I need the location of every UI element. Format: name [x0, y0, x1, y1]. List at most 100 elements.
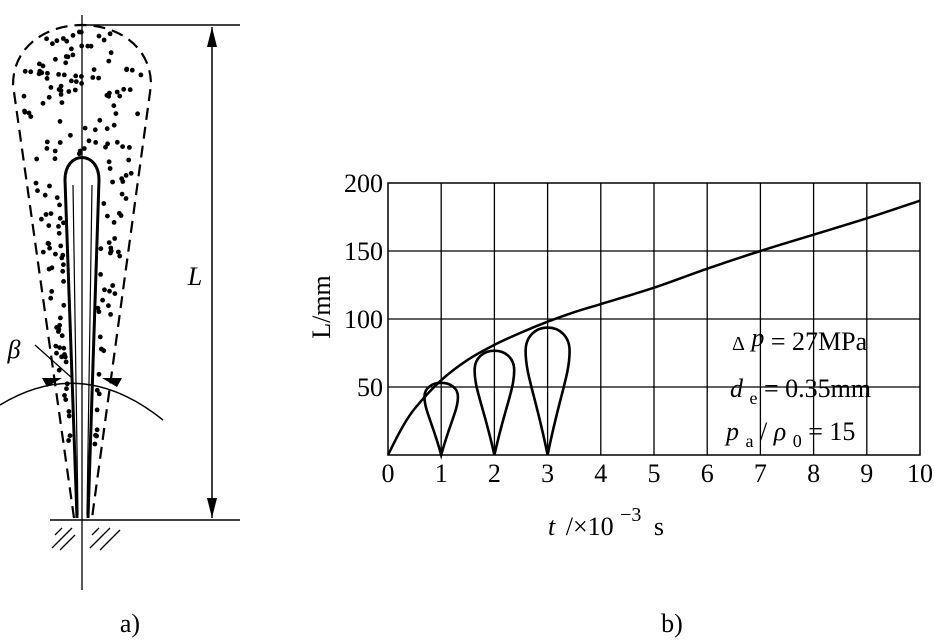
droplet-dot — [60, 252, 66, 258]
x-tick-label: 3 — [541, 459, 554, 488]
droplet-dot — [77, 29, 82, 35]
droplet-dot — [95, 305, 101, 311]
nozzle-hatch — [51, 527, 121, 551]
x-axis-var: t — [548, 512, 556, 541]
droplet-dot — [63, 60, 69, 66]
droplet-dot — [67, 433, 73, 439]
droplet-dot — [48, 295, 54, 301]
droplet-dot — [57, 202, 62, 208]
droplet-dot — [116, 249, 121, 255]
droplet-dot — [59, 100, 65, 105]
droplet-dot — [53, 56, 58, 62]
droplet-dot — [120, 144, 125, 150]
droplet-dot — [40, 63, 46, 69]
droplet-dot — [62, 354, 68, 360]
droplet-dot — [92, 441, 98, 447]
droplet-dot — [37, 61, 42, 67]
y-axis-label: L/mm — [307, 275, 336, 339]
droplet-dot — [40, 249, 46, 255]
droplet-dot — [77, 148, 83, 154]
droplet-dot — [44, 76, 50, 81]
droplet-dot — [53, 251, 58, 257]
x-tick-label: 1 — [435, 459, 448, 488]
droplet-dot — [26, 110, 32, 116]
droplet-dot — [86, 138, 92, 144]
x-axis-label: t /×10 −3 s — [548, 498, 664, 541]
droplet-dot — [135, 111, 141, 117]
droplet-dot — [70, 52, 76, 58]
droplet-dot — [108, 250, 113, 256]
droplet-dot — [85, 43, 91, 49]
droplet-dot — [61, 72, 67, 78]
y-tick-label: 50 — [357, 373, 383, 402]
annotation-rho-sub: 0 — [793, 431, 802, 451]
spray-shape — [423, 381, 460, 460]
droplet-dot — [110, 179, 115, 185]
droplet-dot — [54, 350, 59, 356]
droplet-dot — [66, 89, 72, 94]
droplet-dot — [98, 246, 104, 252]
y-tick-label: 150 — [344, 237, 383, 266]
x-tick-label: 9 — [860, 459, 873, 488]
droplet-dot — [107, 31, 113, 37]
droplet-dot — [123, 196, 129, 201]
droplet-dot — [58, 315, 63, 321]
droplet-dot — [44, 146, 50, 151]
droplet-dot — [111, 220, 117, 225]
droplet-dot — [42, 192, 48, 198]
droplet-dot — [119, 191, 125, 197]
caption-a: a) — [120, 609, 140, 638]
droplet-dot — [96, 75, 101, 81]
annotation-diameter-value: = 0.35mm — [764, 374, 871, 403]
spray-shape-marks — [423, 326, 571, 460]
annotation-d: d — [730, 374, 744, 403]
droplet-dot — [66, 438, 71, 443]
core-thin-line-right — [86, 184, 93, 516]
droplet-dot — [106, 58, 112, 64]
droplet-dot — [45, 70, 50, 76]
droplet-dot — [37, 68, 43, 74]
droplet-dot — [56, 224, 61, 229]
spray-shape — [524, 326, 571, 456]
cone-arrow-left — [42, 378, 62, 387]
annotation-pa: p — [724, 417, 739, 446]
droplet-dot — [61, 302, 67, 308]
y-tick-labels: 50 100 150 200 — [344, 169, 383, 402]
x-tick-label: 7 — [754, 459, 767, 488]
droplet-dot — [62, 393, 67, 398]
droplet-dot — [114, 89, 120, 95]
droplet-dot — [44, 36, 49, 42]
droplet-dot — [47, 245, 52, 251]
droplet-dot — [106, 240, 112, 246]
chart-b: 0 1 2 3 4 5 6 7 8 9 10 50 100 150 200 L/mm t /×10 −3 … — [307, 169, 933, 541]
annotation-density: p a / ρ 0 = 15 — [724, 417, 855, 453]
annotation-density-value: = 15 — [808, 417, 855, 446]
droplet-dot — [96, 371, 102, 377]
droplet-dot — [104, 92, 110, 98]
droplet-dot — [111, 122, 117, 128]
series-line — [386, 199, 921, 456]
droplet-dot — [28, 114, 34, 119]
droplet-dot — [40, 100, 46, 106]
droplet-dot — [57, 345, 62, 350]
droplet-dot — [108, 245, 114, 251]
droplet-dot — [63, 397, 69, 402]
droplet-dot — [120, 179, 126, 184]
droplet-dot — [56, 230, 62, 236]
droplet-dot — [123, 173, 129, 178]
droplet-dot — [33, 180, 39, 186]
droplet-dot — [100, 297, 105, 303]
droplet-dot — [126, 157, 132, 163]
droplet-dot — [126, 145, 132, 150]
annotation-p: p — [749, 323, 764, 352]
spray-shape — [473, 349, 516, 456]
droplet-dot — [56, 87, 62, 92]
droplet-dot — [56, 367, 62, 373]
droplet-dot — [68, 132, 73, 138]
annotation-pressure: Δ p = 27MPa — [732, 323, 868, 356]
droplet-dot — [96, 33, 102, 39]
droplet-dot — [63, 54, 69, 59]
droplet-dot — [64, 381, 70, 387]
droplet-dot — [39, 216, 44, 222]
